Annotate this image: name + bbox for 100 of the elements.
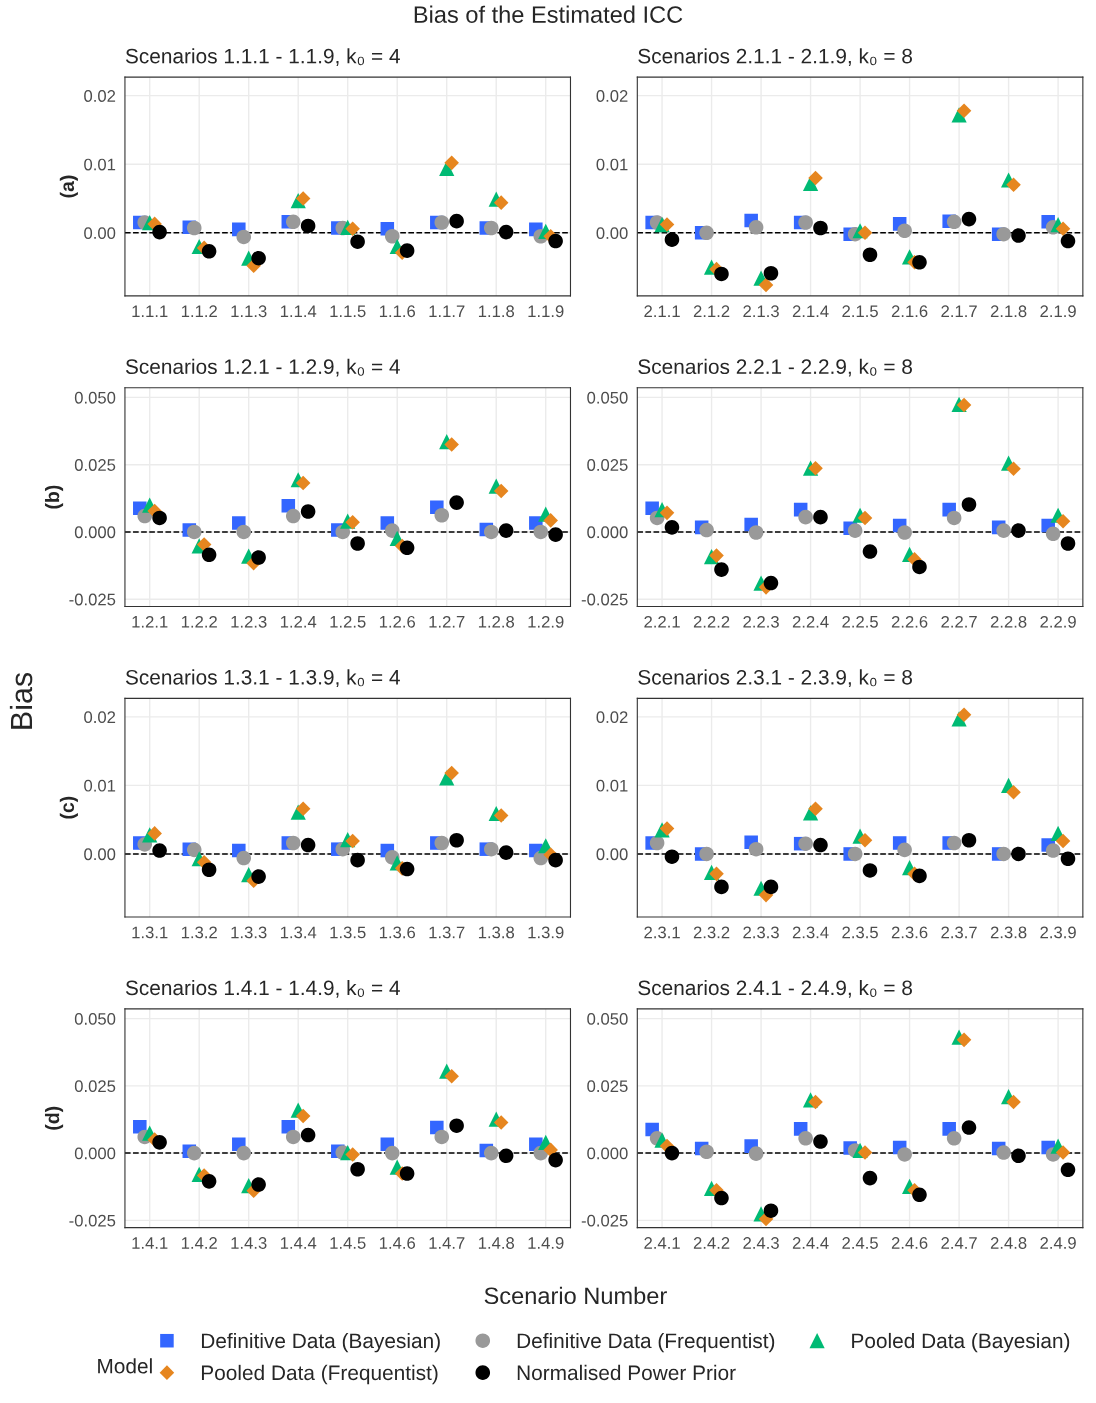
y-tick-label: 0.025 [587, 1080, 628, 1093]
x-tick-label: 2.1.9 [1040, 305, 1076, 318]
x-tick-label: 2.1.5 [842, 305, 878, 318]
x-tick-label: 2.3.7 [941, 926, 977, 939]
chart-title: Scenarios 1.3.1 - 1.3.9, k₀ = 4 [125, 669, 400, 688]
y-tick-label: -0.025 [581, 593, 628, 606]
x-tick-label: 2.3.4 [792, 926, 829, 939]
x-tick-label: 2.2.5 [842, 615, 878, 628]
legend-label: Definitive Data (Frequentist) [517, 1332, 775, 1353]
x-tick-label: 1.1.3 [231, 305, 267, 318]
x-tick-label: 1.3.4 [280, 926, 317, 939]
y-tick-label: 0.01 [84, 158, 116, 171]
y-tick-label: 0.050 [587, 391, 628, 404]
x-tick-label: 1.4.5 [330, 1237, 366, 1249]
x-tick-label: 1.1.5 [330, 305, 366, 318]
y-tick-label: 0.000 [587, 1147, 628, 1160]
x-tick-label: 2.1.2 [693, 305, 730, 317]
x-tick-label: 2.2.4 [792, 615, 829, 628]
y-tick-label: 0.025 [74, 1080, 116, 1093]
legend-label: Pooled Data (Bayesian) [852, 1332, 1070, 1353]
y-tick-label: 0.025 [74, 459, 116, 471]
x-tick-label: 2.2.9 [1040, 615, 1076, 628]
x-tick-label: 2.3.6 [891, 926, 928, 939]
x-tick-label: 2.1.4 [792, 305, 829, 317]
x-tick-label: 1.2.8 [478, 615, 515, 628]
x-tick-label: 1.4.2 [181, 1237, 217, 1249]
x-tick-label: 2.4.5 [842, 1237, 878, 1249]
x-tick-label: 2.1.1 [644, 305, 680, 317]
legend-title: Model [98, 1358, 152, 1374]
y-tick-label: 0.01 [84, 779, 116, 792]
x-tick-label: 1.1.7 [429, 305, 465, 317]
text: Bias [9, 672, 33, 729]
x-tick-label: 1.3.7 [429, 926, 465, 939]
x-tick-label: 1.3.8 [478, 926, 515, 939]
x-tick-label: 2.4.4 [792, 1237, 829, 1249]
y-axis-title: (d) [44, 1106, 64, 1130]
x-tick-label: 1.2.4 [280, 615, 317, 628]
x-tick-label: 2.3.3 [743, 926, 779, 939]
x-tick-label: 1.4.3 [231, 1237, 267, 1249]
chart-title: Scenarios 2.3.1 - 2.3.9, k₀ = 8 [638, 669, 912, 688]
x-tick-label: 2.3.9 [1040, 926, 1076, 939]
y-tick-label: 0.000 [74, 526, 116, 539]
x-tick-label: 2.1.6 [891, 305, 928, 318]
x-tick-label: 1.2.3 [231, 615, 267, 628]
x-tick-label: 1.4.1 [132, 1237, 168, 1249]
y-tick-label: -0.025 [581, 1214, 628, 1227]
text: Scenario Number [484, 1286, 667, 1305]
legend-label: Normalised Power Prior [517, 1364, 736, 1381]
x-tick-label: 1.1.8 [478, 305, 515, 318]
x-tick-label: 1.2.2 [181, 615, 217, 628]
x-tick-label: 1.2.6 [379, 615, 416, 628]
x-tick-label: 1.2.7 [429, 615, 465, 628]
y-tick-label: 0.02 [84, 711, 116, 724]
x-tick-label: 2.2.1 [644, 615, 680, 628]
chart-title: Scenarios 1.2.1 - 1.2.9, k₀ = 4 [125, 358, 400, 377]
x-tick-label: 2.4.2 [693, 1237, 730, 1249]
x-tick-label: 1.3.1 [132, 926, 168, 939]
x-tick-label: 2.1.3 [743, 305, 779, 318]
x-tick-label: 1.1.4 [280, 305, 317, 317]
x-tick-label: 1.1.1 [132, 305, 168, 317]
text: Bias of the Estimated ICC [414, 5, 683, 23]
y-tick-label: 0.02 [84, 90, 116, 102]
y-tick-label: 0.02 [596, 90, 628, 102]
x-tick-label: 2.1.7 [941, 305, 977, 317]
x-tick-label: 2.4.7 [941, 1237, 977, 1249]
x-tick-label: 1.4.7 [429, 1237, 465, 1249]
y-tick-label: 0.025 [587, 459, 628, 471]
x-tick-label: 2.2.2 [693, 615, 730, 628]
x-tick-label: 1.4.6 [379, 1237, 416, 1249]
x-tick-label: 2.3.1 [644, 926, 680, 939]
legend-label: Definitive Data (Bayesian) [201, 1332, 440, 1353]
y-tick-label: 0.01 [596, 779, 628, 792]
y-tick-label: 0.00 [596, 227, 628, 240]
x-tick-label: 2.2.8 [990, 615, 1027, 628]
x-tick-label: 1.1.9 [528, 305, 564, 318]
x-tick-label: 1.2.1 [132, 615, 168, 628]
x-tick-label: 1.3.6 [379, 926, 416, 939]
chart-title: Scenarios 2.1.1 - 2.1.9, k₀ = 8 [638, 48, 912, 66]
x-tick-label: 2.3.5 [842, 926, 878, 939]
legend-label: Pooled Data (Frequentist) [201, 1364, 438, 1385]
x-tick-label: 1.1.6 [379, 305, 416, 318]
chart-title: Scenarios 2.4.1 - 2.4.9, k₀ = 8 [638, 979, 912, 998]
chart-title: Scenarios 2.2.1 - 2.2.9, k₀ = 8 [638, 358, 912, 377]
y-tick-label: 0.000 [587, 526, 628, 539]
x-tick-label: 1.1.2 [181, 305, 217, 317]
x-tick-label: 2.4.9 [1040, 1237, 1076, 1249]
y-tick-label: 0.02 [596, 711, 628, 724]
y-tick-label: 0.000 [74, 1147, 116, 1160]
x-tick-label: 1.3.5 [330, 926, 366, 939]
y-axis-title: (b) [44, 485, 64, 509]
x-tick-label: 2.4.3 [743, 1237, 779, 1249]
y-tick-label: -0.025 [69, 1214, 116, 1227]
x-tick-label: 1.4.9 [528, 1237, 564, 1249]
y-tick-label: 0.050 [74, 1012, 116, 1025]
x-tick-label: 1.2.5 [330, 615, 366, 628]
x-tick-label: 1.3.9 [528, 926, 564, 939]
x-tick-label: 1.2.9 [528, 615, 564, 628]
y-tick-label: 0.050 [587, 1012, 628, 1025]
y-tick-label: 0.00 [84, 227, 116, 240]
y-axis-title: (c) [59, 796, 78, 819]
